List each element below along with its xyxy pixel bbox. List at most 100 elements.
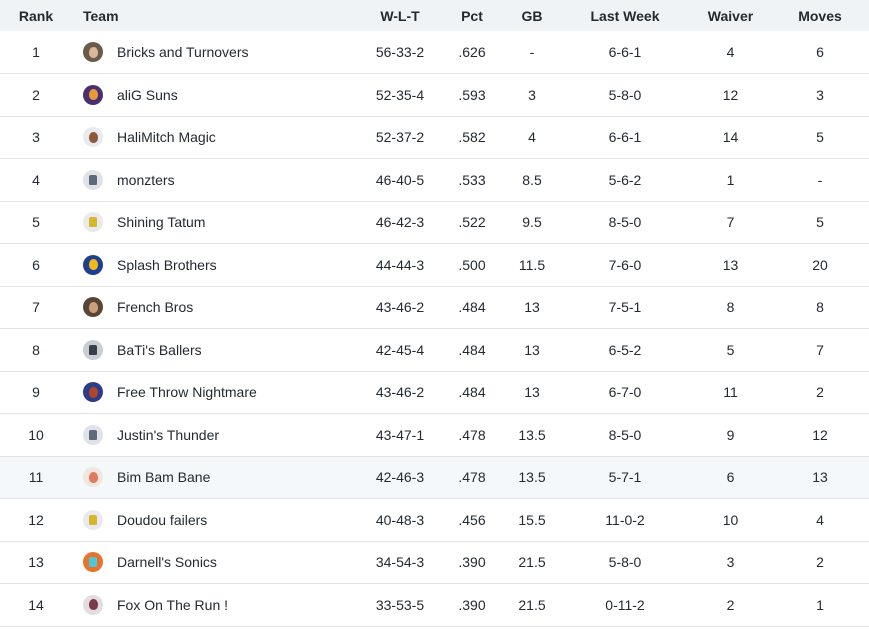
team-name-link[interactable]: Darnell's Sonics: [117, 554, 217, 571]
last-week-cell: 11-0-2: [605, 511, 645, 528]
moves-cell: 12: [812, 426, 828, 443]
header-row: Rank Team W-L-T Pct GB Last Week Waiver …: [0, 0, 869, 31]
team-name-link[interactable]: French Bros: [117, 299, 194, 316]
team-name-link[interactable]: Splash Brothers: [117, 256, 217, 273]
cartoon-face-icon[interactable]: [83, 467, 103, 488]
team-name-link[interactable]: Doudou failers: [117, 511, 208, 528]
table-row: 10 Justin's Thunder 43-47-1 .478 13.5 8-5-0 9 1…: [0, 414, 869, 456]
last-week-cell: 5-8-0: [608, 86, 642, 103]
team-cell: HaliMitch Magic: [72, 116, 360, 159]
table-row: 13 Darnell's Sonics 34-54-3 .390 21.5 5-8-0 3 2: [0, 541, 869, 584]
gb-cell: 13: [524, 299, 540, 316]
team-cell: Bim Bam Bane: [72, 456, 360, 499]
team-name-link[interactable]: Free Throw Nightmare: [117, 384, 257, 401]
player-photo-icon[interactable]: [83, 594, 103, 615]
team-cell: BaTi's Ballers: [72, 329, 360, 372]
rank-cell: 12: [28, 511, 44, 528]
player-photo-icon[interactable]: [83, 84, 103, 105]
jersey-icon[interactable]: [83, 212, 103, 233]
player-photo-icon[interactable]: [83, 127, 103, 148]
team-logo-icon[interactable]: [83, 254, 103, 275]
team-name-link[interactable]: Bim Bam Bane: [117, 469, 211, 486]
moves-cell: 4: [816, 511, 824, 528]
jersey-icon[interactable]: [83, 339, 103, 360]
pct-cell: .484: [458, 299, 486, 316]
player-photo-icon[interactable]: [83, 297, 103, 318]
wlt-cell: 46-40-5: [375, 171, 425, 188]
wlt-cell: 52-37-2: [375, 129, 425, 146]
jersey-icon[interactable]: [83, 169, 103, 190]
jersey-icon[interactable]: [83, 424, 103, 445]
team-cell: Bricks and Turnovers: [72, 31, 360, 74]
team-cell: Fox On The Run !: [72, 584, 360, 627]
team-name-link[interactable]: aliG Suns: [117, 86, 178, 103]
gb-cell: 13: [524, 341, 540, 358]
wlt-cell: 42-45-4: [375, 341, 425, 358]
gb-cell: 21.5: [518, 554, 546, 571]
moves-cell: 13: [812, 469, 828, 486]
gb-column-header[interactable]: GB: [521, 7, 543, 24]
gb-cell: 13.5: [518, 426, 546, 443]
pct-cell: .390: [458, 554, 486, 571]
table-row: 9 Free Throw Nightmare 43-46-2 .484 13 6-7-0 1…: [0, 371, 869, 414]
team-cell: aliG Suns: [72, 74, 360, 117]
team-name-link[interactable]: Shining Tatum: [117, 214, 206, 231]
wlt-column-header[interactable]: W-L-T: [380, 7, 420, 24]
rank-cell: 4: [32, 171, 40, 188]
moves-cell: 6: [816, 44, 824, 60]
waiver-cell: 3: [726, 554, 735, 571]
moves-cell: 3: [816, 86, 824, 103]
pct-cell: .593: [458, 86, 486, 103]
rank-cell: 14: [28, 596, 44, 613]
gb-cell: 15.5: [518, 511, 546, 528]
waiver-cell: 1: [726, 171, 735, 188]
last-week-cell: 7-5-1: [608, 299, 642, 316]
team-cell: Splash Brothers: [72, 244, 360, 287]
wlt-cell: 43-46-2: [375, 299, 425, 316]
team-name-link[interactable]: Justin's Thunder: [117, 426, 220, 443]
rank-cell: 1: [32, 44, 40, 60]
gb-cell: 4: [528, 129, 536, 146]
pct-cell: .500: [458, 256, 486, 273]
wlt-cell: 56-33-2: [375, 44, 425, 60]
moves-cell: 2: [816, 384, 824, 401]
pct-cell: .456: [458, 511, 486, 528]
pct-cell: .478: [458, 469, 486, 486]
jersey-icon[interactable]: [83, 509, 103, 530]
last-week-cell: 7-6-0: [608, 256, 642, 273]
rank-column-header[interactable]: Rank: [18, 7, 54, 24]
pct-column-header[interactable]: Pct: [461, 7, 483, 24]
player-photo-icon[interactable]: [83, 42, 103, 62]
moves-cell: 5: [816, 129, 824, 146]
pct-cell: .390: [458, 596, 486, 613]
last-week-cell: 0-11-2: [605, 596, 645, 613]
team-name-link[interactable]: Fox On The Run !: [117, 596, 229, 613]
team-name-link[interactable]: Bricks and Turnovers: [117, 44, 249, 60]
pct-cell: .478: [458, 426, 486, 443]
waiver-cell: 4: [726, 44, 735, 60]
table-row: 14 Fox On The Run ! 33-53-5 .390 21.5 0-11-2 2…: [0, 584, 869, 627]
gb-cell: 13: [524, 384, 540, 401]
team-name-link[interactable]: BaTi's Ballers: [117, 341, 202, 358]
team-cell: monzters: [72, 159, 360, 202]
team-cell: Doudou failers: [72, 499, 360, 542]
waiver-cell: 6: [726, 469, 735, 486]
jersey-icon[interactable]: [83, 552, 103, 573]
moves-cell: 5: [816, 214, 824, 231]
moves-column-header[interactable]: Moves: [798, 7, 842, 24]
team-name-link[interactable]: HaliMitch Magic: [117, 129, 216, 146]
team-cell: Darnell's Sonics: [72, 541, 360, 584]
moves-cell: 8: [816, 299, 824, 316]
gb-cell: -: [529, 44, 535, 60]
last-week-column-header[interactable]: Last Week: [590, 7, 660, 24]
rank-cell: 13: [28, 554, 44, 571]
team-column-header[interactable]: Team: [83, 7, 119, 24]
player-photo-icon[interactable]: [83, 382, 103, 403]
team-cell: French Bros: [72, 286, 360, 329]
waiver-column-header[interactable]: Waiver: [707, 7, 754, 24]
pct-cell: .626: [458, 44, 486, 60]
team-name-link[interactable]: monzters: [117, 171, 175, 188]
wlt-cell: 43-46-2: [375, 384, 425, 401]
wlt-cell: 43-47-1: [375, 426, 425, 443]
rank-cell: 6: [32, 256, 40, 273]
